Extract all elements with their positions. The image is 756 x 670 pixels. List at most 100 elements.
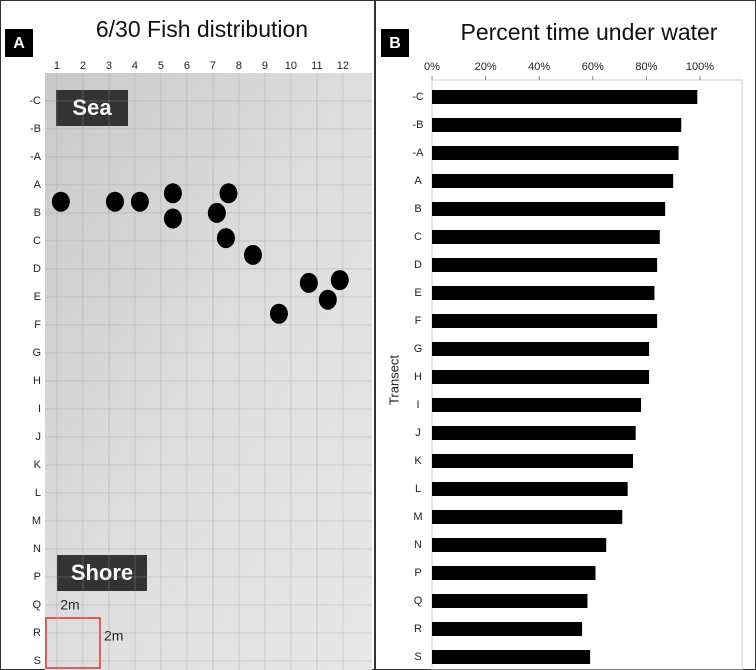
chart-title: Percent time under water	[461, 19, 718, 45]
fish-point	[131, 192, 149, 212]
y-tick-label: M	[32, 515, 41, 527]
y-tick-label: L	[35, 487, 41, 499]
y-tick-label: S	[34, 655, 41, 667]
bar	[432, 594, 587, 608]
y-tick-label: J	[36, 431, 42, 443]
y-tick-label: H	[414, 371, 422, 383]
x-tick-label: 11	[311, 60, 322, 72]
bar	[432, 510, 622, 524]
x-tick-label: 6	[184, 60, 190, 72]
y-tick-label: H	[33, 375, 41, 387]
y-tick-label: R	[414, 623, 422, 635]
y-tick-label: G	[414, 343, 423, 355]
x-tick-label: 8	[236, 60, 242, 72]
x-tick-label: 40%	[528, 61, 550, 73]
y-tick-label: Q	[32, 599, 41, 611]
fish-point	[164, 209, 182, 229]
panel-letter: A	[13, 35, 25, 52]
y-tick-label: L	[415, 483, 421, 495]
y-tick-label: R	[33, 627, 41, 639]
x-tick-label: 10	[285, 60, 297, 72]
panel-letter: B	[389, 35, 401, 52]
fish-point	[331, 270, 349, 290]
bar	[432, 538, 606, 552]
fish-point	[217, 228, 235, 248]
y-tick-label: A	[414, 175, 422, 187]
y-tick-label: K	[414, 455, 422, 467]
scale-label: 2m	[104, 628, 123, 644]
y-tick-label: E	[34, 291, 41, 303]
y-tick-label: -A	[413, 147, 425, 159]
x-tick-label: 80%	[635, 61, 657, 73]
x-tick-label: 100%	[686, 61, 714, 73]
bar	[432, 202, 665, 216]
fish-point	[270, 304, 288, 324]
y-tick-label: B	[414, 203, 421, 215]
bar	[432, 174, 673, 188]
y-tick-label: F	[415, 315, 422, 327]
bar	[432, 118, 681, 132]
bar	[432, 622, 582, 636]
y-tick-label: C	[414, 231, 422, 243]
bar	[432, 286, 654, 300]
y-tick-label: J	[415, 427, 421, 439]
sea-label: Sea	[72, 95, 112, 120]
fish-point	[208, 203, 226, 223]
y-tick-label: S	[414, 651, 421, 663]
bar	[432, 146, 679, 160]
fish-point	[220, 183, 238, 203]
bar	[432, 482, 628, 496]
x-tick-label: 1	[54, 60, 60, 72]
figure: A 6/30 Fish distribution B Percent time …	[0, 0, 756, 670]
bar	[432, 650, 590, 664]
x-tick-label: 20%	[475, 61, 497, 73]
y-tick-label: F	[34, 319, 41, 331]
y-tick-label: N	[33, 543, 41, 555]
x-tick-label: 5	[158, 60, 164, 72]
y-tick-label: P	[34, 571, 41, 583]
y-tick-label: I	[416, 399, 419, 411]
y-tick-label: B	[34, 207, 41, 219]
x-tick-label: 4	[132, 60, 138, 72]
shore-label: Shore	[71, 560, 133, 585]
y-axis-title: Transect	[386, 355, 401, 405]
y-tick-label: -B	[413, 119, 424, 131]
y-tick-label: -C	[29, 95, 41, 107]
x-tick-label: 7	[210, 60, 216, 72]
y-tick-label: C	[33, 235, 41, 247]
fish-point	[300, 273, 318, 293]
y-tick-label: -A	[30, 151, 42, 163]
chart-title: 6/30 Fish distribution	[96, 16, 308, 42]
bar	[432, 398, 641, 412]
fish-point	[52, 192, 70, 212]
y-tick-label: -B	[30, 123, 41, 135]
y-tick-label: I	[38, 403, 41, 415]
fish-point	[244, 245, 262, 265]
y-tick-label: K	[34, 459, 42, 471]
y-tick-label: -C	[412, 91, 424, 103]
y-tick-label: N	[414, 539, 422, 551]
y-tick-label: Q	[414, 595, 423, 607]
bar	[432, 566, 595, 580]
y-tick-label: M	[413, 511, 422, 523]
bar	[432, 426, 636, 440]
x-tick-label: 60%	[582, 61, 604, 73]
y-tick-label: A	[34, 179, 42, 191]
y-tick-label: E	[414, 287, 421, 299]
y-tick-label: G	[32, 347, 41, 359]
y-tick-label: D	[33, 263, 41, 275]
fish-point	[106, 192, 124, 212]
bar	[432, 454, 633, 468]
bar	[432, 230, 660, 244]
x-tick-label: 9	[262, 60, 268, 72]
x-tick-label: 0%	[424, 61, 440, 73]
x-tick-label: 12	[337, 60, 349, 72]
bar	[432, 342, 649, 356]
y-tick-label: D	[414, 259, 422, 271]
bar	[432, 370, 649, 384]
fish-point	[319, 290, 337, 310]
x-tick-label: 2	[80, 60, 86, 72]
x-tick-label: 3	[106, 60, 112, 72]
bar	[432, 90, 697, 104]
bar	[432, 314, 657, 328]
